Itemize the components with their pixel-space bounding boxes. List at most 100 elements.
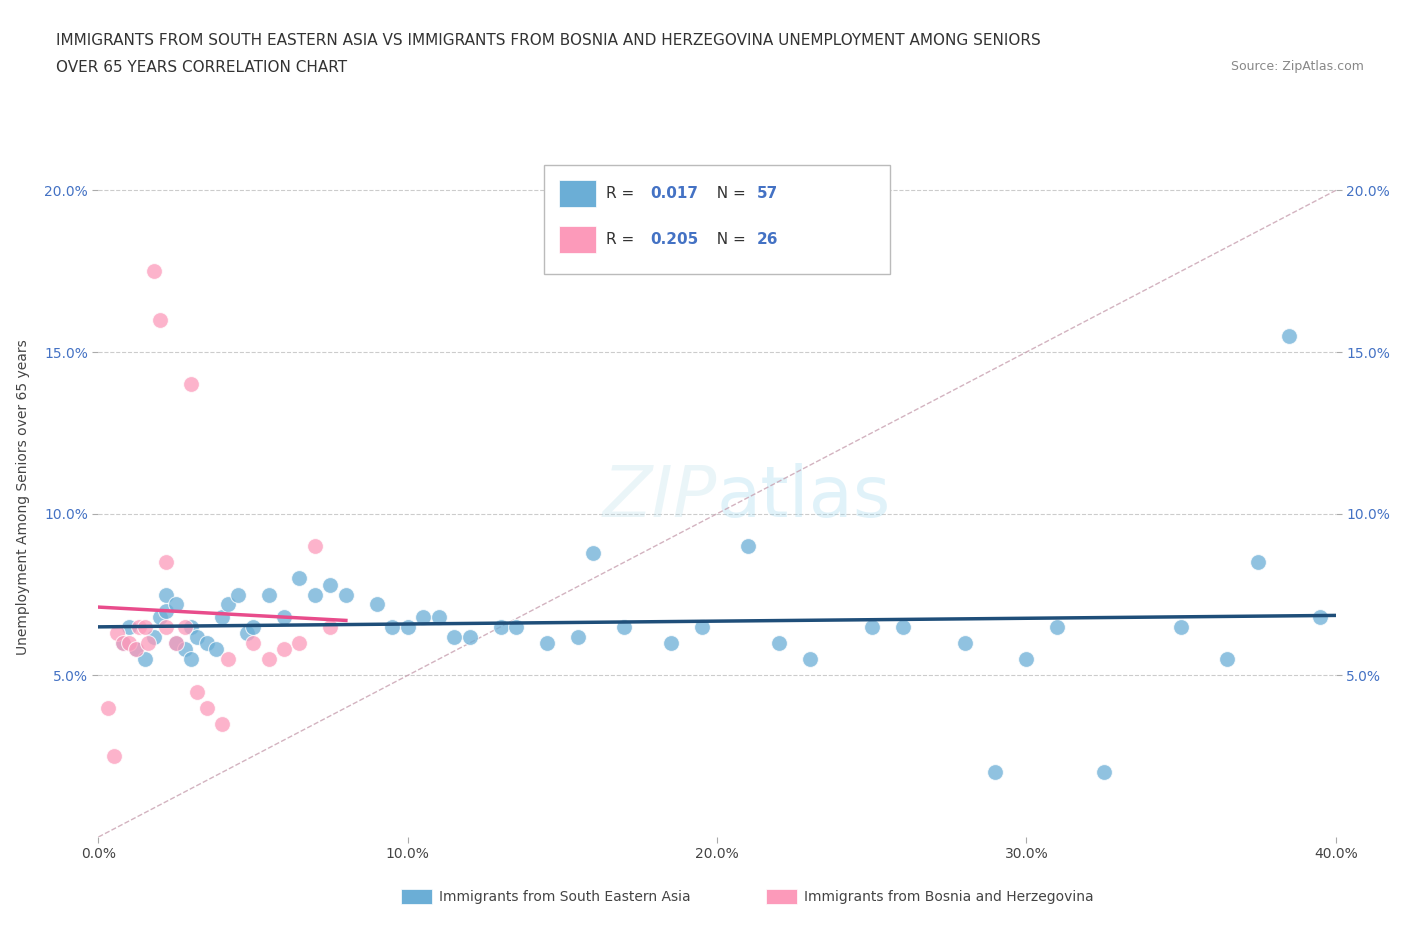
Point <box>112 635 135 650</box>
Point <box>427 610 450 625</box>
Point <box>155 587 177 602</box>
Point <box>1015 652 1038 667</box>
Point <box>443 629 465 644</box>
Point <box>582 545 605 560</box>
Point <box>155 604 177 618</box>
Point <box>536 635 558 650</box>
Point <box>984 764 1007 779</box>
Text: Immigrants from Bosnia and Herzegovina: Immigrants from Bosnia and Herzegovina <box>804 889 1094 904</box>
Text: 57: 57 <box>756 186 778 201</box>
Y-axis label: Unemployment Among Seniors over 65 years: Unemployment Among Seniors over 65 years <box>17 339 31 656</box>
Point <box>335 587 357 602</box>
Point <box>149 610 172 625</box>
Text: N =: N = <box>707 186 751 201</box>
Text: OVER 65 YEARS CORRELATION CHART: OVER 65 YEARS CORRELATION CHART <box>56 60 347 75</box>
Point <box>257 587 280 602</box>
Point <box>737 538 759 553</box>
Point <box>217 597 239 612</box>
Point <box>1092 764 1115 779</box>
Point <box>134 619 156 634</box>
Point <box>1278 328 1301 343</box>
Text: R =: R = <box>606 186 638 201</box>
Point <box>211 610 233 625</box>
Point <box>505 619 527 634</box>
Point <box>1046 619 1069 634</box>
Point <box>118 619 141 634</box>
Point <box>319 578 342 592</box>
Point <box>288 571 311 586</box>
Text: 26: 26 <box>756 232 778 247</box>
Text: ZIP: ZIP <box>603 463 717 532</box>
Point <box>180 377 202 392</box>
Point <box>103 749 125 764</box>
Point <box>195 635 218 650</box>
Bar <box>558 226 596 253</box>
Point <box>1216 652 1239 667</box>
Point <box>217 652 239 667</box>
Point <box>205 642 228 657</box>
Text: IMMIGRANTS FROM SOUTH EASTERN ASIA VS IMMIGRANTS FROM BOSNIA AND HERZEGOVINA UNE: IMMIGRANTS FROM SOUTH EASTERN ASIA VS IM… <box>56 33 1040 47</box>
Point <box>304 538 326 553</box>
Point <box>768 635 790 650</box>
Point <box>124 642 146 657</box>
Point <box>105 626 128 641</box>
Point <box>174 642 197 657</box>
Point <box>273 610 295 625</box>
Point <box>860 619 883 634</box>
Point <box>211 716 233 731</box>
Point <box>412 610 434 625</box>
Point <box>226 587 249 602</box>
Point <box>180 619 202 634</box>
Point <box>396 619 419 634</box>
Text: atlas: atlas <box>717 463 891 532</box>
Point <box>165 635 187 650</box>
Point <box>195 700 218 715</box>
Point <box>186 684 208 699</box>
Bar <box>544 165 890 273</box>
Point <box>165 597 187 612</box>
Point <box>799 652 821 667</box>
Text: 0.017: 0.017 <box>650 186 699 201</box>
Point <box>690 619 713 634</box>
Point <box>489 619 512 634</box>
Point <box>165 635 187 650</box>
Point <box>458 629 481 644</box>
Point <box>174 619 197 634</box>
Point <box>567 629 589 644</box>
Point <box>136 635 159 650</box>
Point <box>1309 610 1331 625</box>
Point <box>304 587 326 602</box>
Point <box>236 626 259 641</box>
Point <box>149 312 172 327</box>
Point <box>186 629 208 644</box>
Point <box>112 635 135 650</box>
Point <box>953 635 976 650</box>
Point <box>319 619 342 634</box>
Point <box>366 597 388 612</box>
Point <box>124 642 146 657</box>
Point <box>659 635 682 650</box>
Point <box>155 619 177 634</box>
Point <box>143 264 166 279</box>
Point <box>242 619 264 634</box>
Text: R =: R = <box>606 232 638 247</box>
Bar <box>558 179 596 207</box>
Point <box>381 619 404 634</box>
Text: Source: ZipAtlas.com: Source: ZipAtlas.com <box>1230 60 1364 73</box>
Point <box>1247 555 1270 570</box>
Point <box>180 652 202 667</box>
Point <box>128 619 150 634</box>
Point <box>257 652 280 667</box>
Point <box>288 635 311 650</box>
Point <box>1170 619 1192 634</box>
Point <box>242 635 264 650</box>
Text: N =: N = <box>707 232 751 247</box>
Point <box>273 642 295 657</box>
Point <box>143 629 166 644</box>
Text: Immigrants from South Eastern Asia: Immigrants from South Eastern Asia <box>439 889 690 904</box>
Point <box>97 700 120 715</box>
Point <box>155 555 177 570</box>
Point <box>118 635 141 650</box>
Text: 0.205: 0.205 <box>650 232 699 247</box>
Point <box>891 619 914 634</box>
